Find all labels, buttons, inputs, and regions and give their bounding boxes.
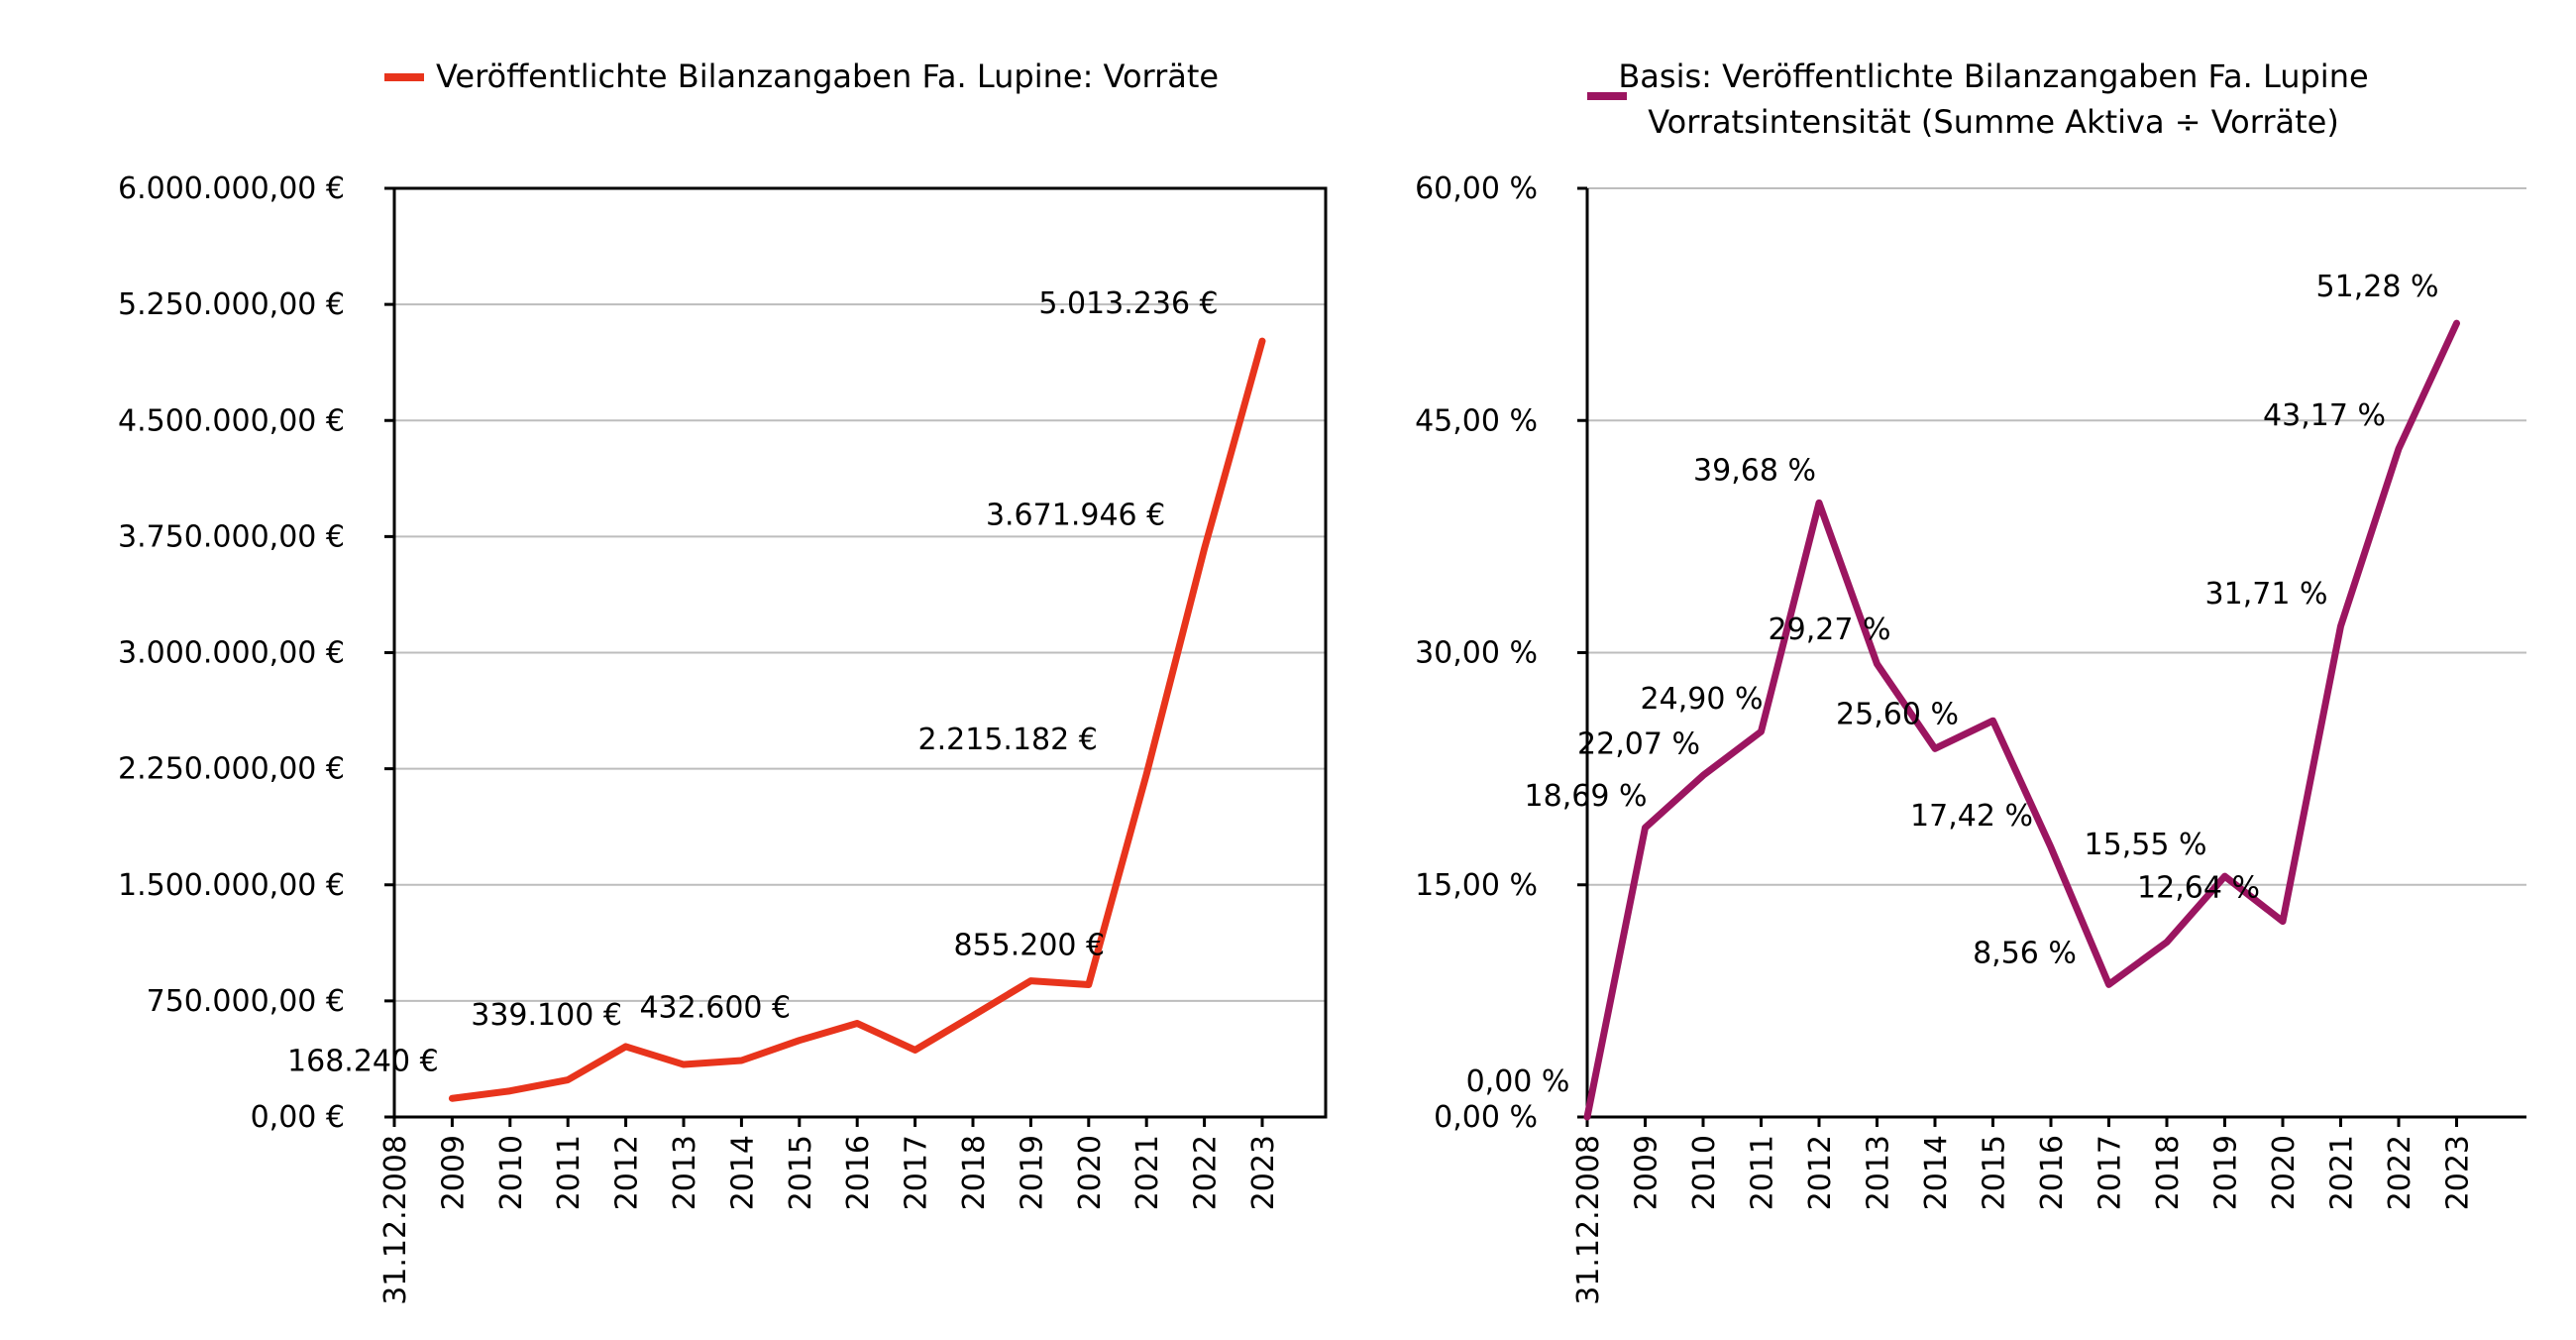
- x-tick-label: 2022: [1189, 1135, 1224, 1210]
- y-tick-label: 3.750.000,00 €: [118, 519, 345, 554]
- y-tick-label: 30,00 %: [1415, 636, 1538, 671]
- x-tick-label: 31.12.2008: [1571, 1135, 1606, 1305]
- data-label: 432.600 €: [639, 991, 791, 1026]
- left-chart-plot: 0,00 € 750.000,00 € 1.500.000,00 € 2.250.00…: [118, 171, 1328, 1305]
- series-line: [448, 337, 1266, 1102]
- y-tick-label: 0,00 %: [1434, 1100, 1538, 1135]
- x-tick-label: 2012: [610, 1135, 645, 1210]
- left-legend-label: Veröffentlichte Bilanzangaben Fa. Lupine…: [436, 57, 1219, 95]
- right-legend-label-line1: Basis: Veröffentlichte Bilanzangaben Fa.…: [1618, 57, 2368, 95]
- x-tick-label: 2011: [552, 1135, 587, 1210]
- y-tick-label: 0,00 €: [251, 1100, 345, 1135]
- x-tick-label: 2010: [1687, 1135, 1722, 1210]
- data-label: 31,71 %: [2205, 577, 2328, 612]
- series-line: [1583, 319, 2460, 1121]
- x-tick-label: 2015: [784, 1135, 818, 1210]
- data-label: 339.100 €: [471, 998, 622, 1033]
- data-label: 51,28 %: [2316, 270, 2439, 304]
- plot-frame: [392, 186, 1328, 1119]
- x-tick-label: 2023: [1246, 1135, 1281, 1210]
- data-label: 2.215.182 €: [918, 723, 1098, 757]
- y-tick-label: 45,00 %: [1415, 403, 1538, 438]
- x-tick-label: 2009: [1630, 1135, 1664, 1210]
- x-tick-label: 2023: [2441, 1135, 2476, 1210]
- x-tick-label: 2013: [1862, 1135, 1896, 1210]
- data-label: 12,64 %: [2137, 871, 2260, 906]
- x-tick-label: 2016: [2035, 1135, 2070, 1210]
- data-label: 39,68 %: [1693, 453, 1816, 488]
- data-label: 25,60 %: [1836, 697, 1959, 731]
- x-tick-label: 2021: [1130, 1135, 1165, 1210]
- data-label: 3.671.946 €: [986, 499, 1165, 533]
- data-label: 24,90 %: [1641, 682, 1764, 717]
- x-tick-label: 2019: [1015, 1135, 1049, 1210]
- x-tick-label: 2009: [436, 1135, 471, 1210]
- x-tick-label: 2021: [2325, 1135, 2360, 1210]
- y-tick-label: 2.250.000,00 €: [118, 752, 345, 787]
- left-legend: Veröffentlichte Bilanzangaben Fa. Lupine…: [384, 57, 1219, 95]
- right-legend: Basis: Veröffentlichte Bilanzangaben Fa.…: [1587, 57, 2369, 141]
- x-tick-label: 2014: [725, 1135, 760, 1210]
- data-label: 0,00 %: [1466, 1064, 1570, 1099]
- x-tick-label: 2016: [841, 1135, 876, 1210]
- x-tick-label: 2017: [900, 1135, 934, 1210]
- data-label: 855.200 €: [953, 928, 1105, 962]
- y-tick-label: 60,00 %: [1415, 171, 1538, 206]
- y-tick-label: 4.500.000,00 €: [118, 403, 345, 438]
- x-tick-label: 2022: [2383, 1135, 2417, 1210]
- data-label: 43,17 %: [2263, 398, 2386, 433]
- x-tick-label: 2017: [2093, 1135, 2128, 1210]
- y-tick-label: 1.500.000,00 €: [118, 868, 345, 903]
- data-label: 17,42 %: [1910, 799, 2033, 834]
- x-tick-label: 2018: [957, 1135, 992, 1210]
- data-label: 8,56 %: [1973, 936, 2077, 970]
- y-tick-label: 15,00 %: [1415, 868, 1538, 903]
- x-tick-label: 2019: [2209, 1135, 2244, 1210]
- y-tick-label: 3.000.000,00 €: [118, 636, 345, 671]
- data-label: 29,27 %: [1769, 613, 1891, 647]
- data-label: 168.240 €: [287, 1044, 439, 1078]
- x-tick-label: 2018: [2151, 1135, 2186, 1210]
- data-label: 22,07 %: [1577, 726, 1700, 761]
- data-label: 5.013.236 €: [1038, 286, 1218, 321]
- x-tick-label: 2011: [1746, 1135, 1780, 1210]
- right-chart-plot: 0,00 % 15,00 % 30,00 % 45,00 % 60,00 % 31.12.…: [1415, 171, 2526, 1305]
- x-tick-label: 2010: [494, 1135, 529, 1210]
- x-tick-label: 2012: [1803, 1135, 1838, 1210]
- x-tick-label: 2020: [2267, 1135, 2302, 1210]
- x-tick-label: 2020: [1073, 1135, 1108, 1210]
- right-legend-label-line2: Vorratsintensität (Summe Aktiva ÷ Vorrät…: [1648, 103, 2339, 141]
- x-tick-label: 2014: [1919, 1135, 1954, 1210]
- data-label: 15,55 %: [2085, 828, 2207, 862]
- y-tick-label: 5.250.000,00 €: [118, 287, 345, 322]
- y-tick-label: 6.000.000,00 €: [118, 171, 345, 206]
- data-label: 18,69 %: [1525, 779, 1648, 814]
- x-tick-label: 31.12.2008: [378, 1135, 413, 1305]
- y-tick-label: 750.000,00 €: [147, 984, 345, 1019]
- x-tick-label: 2015: [1978, 1135, 2012, 1210]
- x-tick-label: 2013: [668, 1135, 702, 1210]
